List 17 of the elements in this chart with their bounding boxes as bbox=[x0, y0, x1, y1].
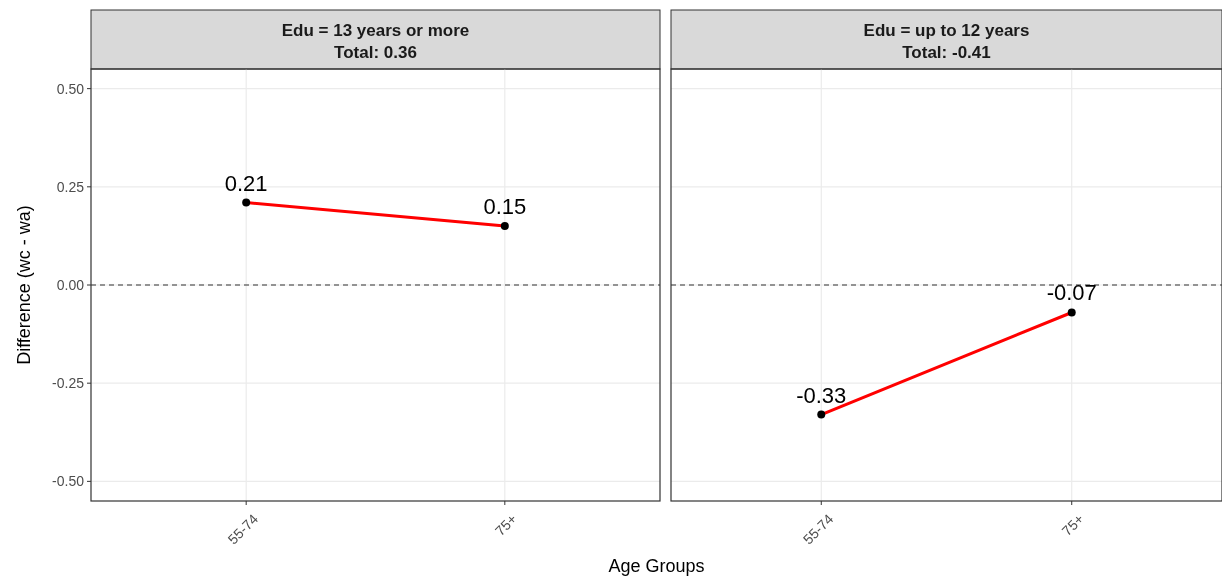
chart-title: Edu = up to 12 years bbox=[863, 21, 1030, 40]
x-tick-label: 75+ bbox=[1058, 510, 1087, 539]
x-tick-label: 75+ bbox=[491, 510, 520, 539]
data-label: 0.21 bbox=[224, 170, 268, 196]
chart-title: Edu = 13 years or more bbox=[281, 21, 470, 40]
data-label: 0.15 bbox=[483, 194, 527, 220]
x-axis-title: Age Groups bbox=[608, 556, 705, 576]
y-tick-label: 0.00 bbox=[56, 276, 85, 293]
chart-subtitle: Total: -0.41 bbox=[902, 43, 991, 62]
y-axis-title: Difference (wc - wa) bbox=[14, 205, 34, 365]
y-tick-label: -0.50 bbox=[52, 473, 85, 490]
data-label: -0.33 bbox=[796, 382, 847, 408]
chart-subtitle: Total: 0.36 bbox=[334, 43, 417, 62]
y-tick-label: -0.25 bbox=[52, 375, 85, 392]
y-tick-label: 0.25 bbox=[56, 178, 85, 195]
y-tick-label: 0.50 bbox=[56, 80, 85, 97]
data-label: -0.07 bbox=[1046, 280, 1097, 306]
